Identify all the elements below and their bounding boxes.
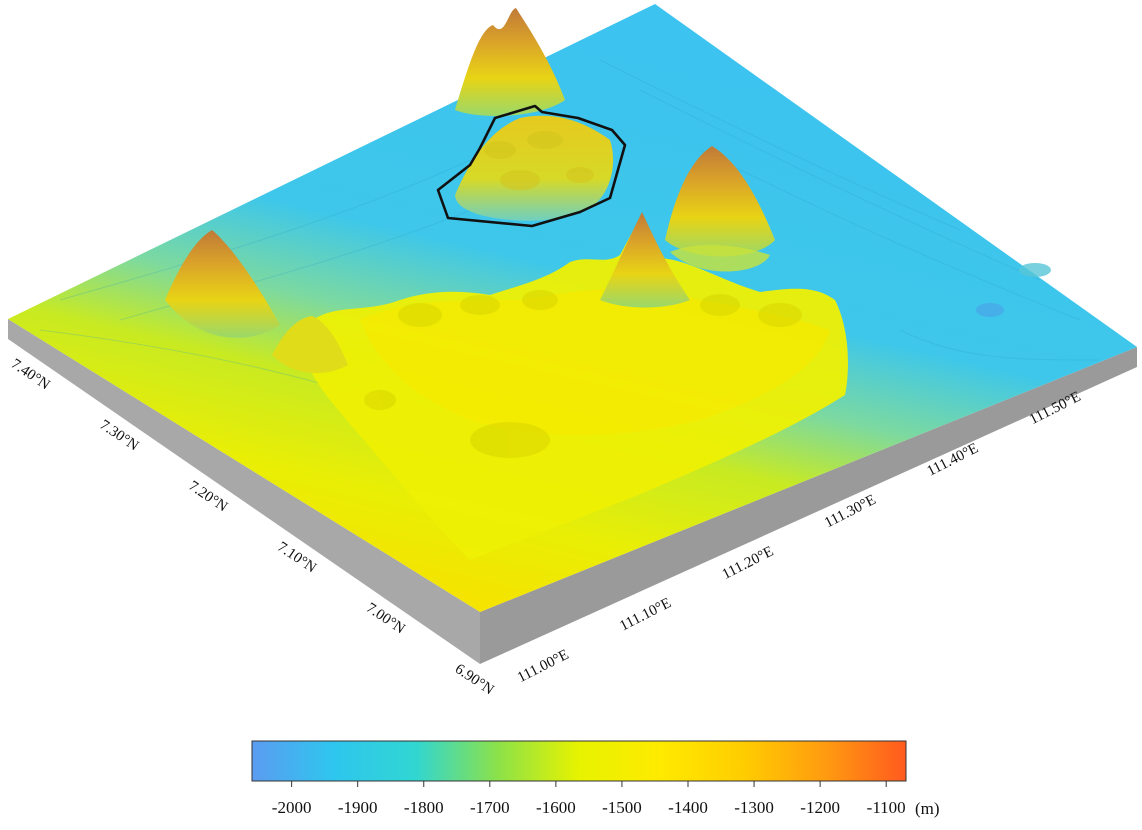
colorbar-tick-label: -1400 [668, 798, 708, 817]
east-seamount [665, 146, 775, 257]
west-knoll [272, 316, 348, 374]
central-peak [600, 212, 690, 308]
colorbar-ticks: -2000 -1900 -1800 -1700 -1600 -1500 -1400 -1300… [272, 781, 906, 817]
block-left-side [8, 319, 480, 664]
ridge-bumps [364, 290, 802, 458]
colorbar-tick-label: -1700 [470, 798, 510, 817]
colorbar-tick-label: -1800 [404, 798, 444, 817]
colorbar [251, 740, 907, 782]
central-ridge-highlight [360, 288, 830, 435]
east-depression [976, 303, 1004, 317]
colorbar-tick-label: -1600 [536, 798, 576, 817]
east-seamount-lower [670, 244, 770, 272]
longitude-tick-label: 111.10°E [617, 595, 674, 634]
seamount-boundary-outline [436, 104, 627, 228]
colorbar-tick-label: -1200 [800, 798, 840, 817]
east-knoll [1019, 263, 1051, 277]
block-front-side [480, 347, 1137, 664]
colorbar-tick-label: -1300 [734, 798, 774, 817]
colorbar-tick-label: -1100 [867, 798, 906, 817]
longitude-tick-label: 111.00°E [515, 647, 572, 686]
west-seamount [165, 230, 280, 338]
latitude-tick-label: 6.90°N [452, 661, 497, 698]
colorbar-tick-label: -2000 [272, 798, 312, 817]
colorbar-unit: (m) [915, 799, 940, 818]
colorbar-tick-label: -1500 [602, 798, 642, 817]
colorbar-tick-label: -1900 [338, 798, 378, 817]
outlined-seamount-bumps [484, 131, 594, 190]
north-twin-peaks [455, 8, 565, 116]
